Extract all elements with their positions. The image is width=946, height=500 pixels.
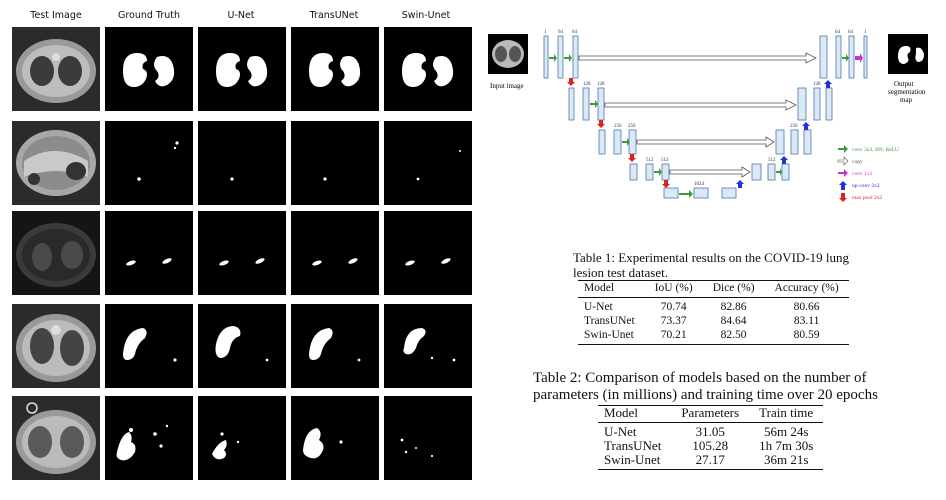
table1-header: Accuracy (%) xyxy=(764,280,849,298)
table2-caption: Table 2: Comparison of models based on t… xyxy=(533,370,878,404)
channel-label: 512 xyxy=(646,158,654,163)
table-row: Swin-Unet 70.21 82.50 80.59 xyxy=(578,328,849,345)
ct-scan-image xyxy=(12,121,100,205)
output-label-3: map xyxy=(900,96,913,104)
table2-caption-line2: parameters (in millions) and training ti… xyxy=(533,387,878,403)
table1-header: IoU (%) xyxy=(644,280,703,298)
table1: Model IoU (%) Dice (%) Accuracy (%) U-Ne… xyxy=(578,280,849,345)
table-row: TransUNet 105.28 1h 7m 30s xyxy=(598,439,823,453)
ct-scan-image xyxy=(12,27,100,111)
table-cell: 70.74 xyxy=(660,301,687,313)
channel-label: 128 xyxy=(813,82,821,87)
channel-label: 64 xyxy=(572,30,578,35)
channel-label: 64 xyxy=(558,30,564,35)
ct-scan-image xyxy=(12,211,100,295)
mask-swin-unet xyxy=(384,211,472,295)
mask-swin-unet xyxy=(384,121,472,205)
mask-ground-truth xyxy=(105,121,193,205)
table-cell: 31.05 xyxy=(695,424,725,439)
table-cell: Swin-Unet xyxy=(584,329,634,341)
table-cell: 73.37 xyxy=(660,315,687,327)
table2-caption-line1: Table 2: Comparison of models based on t… xyxy=(533,370,867,386)
table-cell: 84.64 xyxy=(720,315,747,327)
mask-swin-unet xyxy=(384,396,472,480)
channel-label: 256 xyxy=(790,124,798,129)
column-header-swin-unet: Swin-Unet xyxy=(401,10,451,21)
mask-ground-truth xyxy=(105,396,193,480)
table-row: Swin-Unet 27.17 36m 21s xyxy=(598,453,823,470)
table-cell: 1h 7m 30s xyxy=(759,438,814,453)
table2-header: Train time xyxy=(749,405,824,423)
mask-unet xyxy=(198,396,286,480)
table-cell: 82.50 xyxy=(720,329,747,341)
table-cell: TransUNet xyxy=(604,438,662,453)
mask-transunet xyxy=(291,211,379,295)
mask-swin-unet xyxy=(384,27,472,111)
ct-scan-image xyxy=(12,304,100,388)
channel-label: 512 xyxy=(661,158,669,163)
column-header-ground-truth: Ground Truth xyxy=(117,10,181,21)
legend-conv-label: conv 3x3, BN, ReLU xyxy=(852,147,899,153)
output-label-2: segmentation xyxy=(888,88,926,96)
table1-caption-line2: lesion test dataset. xyxy=(573,265,668,280)
table-cell: 82.86 xyxy=(720,301,747,313)
table2-header: Parameters xyxy=(671,405,750,423)
channel-label: 256 xyxy=(628,124,636,129)
mask-unet xyxy=(198,211,286,295)
legend-copy-label: copy xyxy=(852,159,863,165)
table-cell: 80.66 xyxy=(793,301,820,313)
channel-label: 128 xyxy=(597,82,605,87)
table-cell: 80.59 xyxy=(793,329,820,341)
mask-unet xyxy=(198,304,286,388)
channel-label: 256 xyxy=(614,124,622,129)
channel-label: 64 xyxy=(835,30,841,35)
mask-ground-truth xyxy=(105,211,193,295)
input-image-label: Input image xyxy=(490,82,524,90)
table2: Model Parameters Train time U-Net 31.05 … xyxy=(598,405,824,470)
mask-ground-truth xyxy=(105,304,193,388)
table2-header: Model xyxy=(598,405,672,423)
table-cell: Swin-Unet xyxy=(604,452,661,467)
table-cell: 70.21 xyxy=(660,329,687,341)
table-cell: 36m 21s xyxy=(763,452,809,467)
channel-label: 128 xyxy=(583,82,591,87)
table1-caption: Table 1: Experimental results on the COV… xyxy=(573,250,849,280)
channel-label: 1 xyxy=(544,30,547,35)
table-cell: 83.11 xyxy=(793,315,820,327)
output-label-1: Output xyxy=(894,80,914,88)
table-row: U-Net 31.05 56m 24s xyxy=(598,423,823,440)
legend-maxpool-label: max pool 2x2 xyxy=(852,195,882,201)
table-row: TransUNet 73.37 84.64 83.11 xyxy=(578,314,849,328)
table1-header: Dice (%) xyxy=(702,280,765,298)
mask-transunet xyxy=(291,396,379,480)
table-row: U-Net 70.74 82.86 80.66 xyxy=(578,298,849,315)
legend-conv1x1-label: conv 1x1 xyxy=(852,171,873,177)
channel-label: 512 xyxy=(768,158,776,163)
mask-unet xyxy=(198,27,286,111)
mask-transunet xyxy=(291,121,379,205)
mask-transunet xyxy=(291,27,379,111)
channel-label: 1 xyxy=(864,30,867,35)
table-cell: 56m 24s xyxy=(763,424,809,439)
table-cell: U-Net xyxy=(604,424,637,439)
table1-caption-line1: Table 1: Experimental results on the COV… xyxy=(573,250,850,265)
table1-header: Model xyxy=(578,280,645,298)
table-cell: 27.17 xyxy=(695,452,725,467)
channel-label: 64 xyxy=(848,30,854,35)
mask-ground-truth xyxy=(105,27,193,111)
mask-swin-unet xyxy=(384,304,472,388)
column-header-transunet: TransUNet xyxy=(309,10,359,21)
mask-transunet xyxy=(291,304,379,388)
table-cell: 105.28 xyxy=(692,438,729,453)
table-cell: U-Net xyxy=(584,301,613,313)
unet-architecture-diagram: Input image xyxy=(486,18,936,238)
ct-scan-image xyxy=(12,396,100,480)
channel-label: 1024 xyxy=(694,182,705,187)
mask-unet xyxy=(198,121,286,205)
table-cell: TransUNet xyxy=(584,315,635,327)
legend-upconv-label: up-conv 2x2 xyxy=(852,183,880,189)
column-header-unet: U-Net xyxy=(227,10,255,21)
column-header-test-image: Test Image xyxy=(30,10,82,21)
